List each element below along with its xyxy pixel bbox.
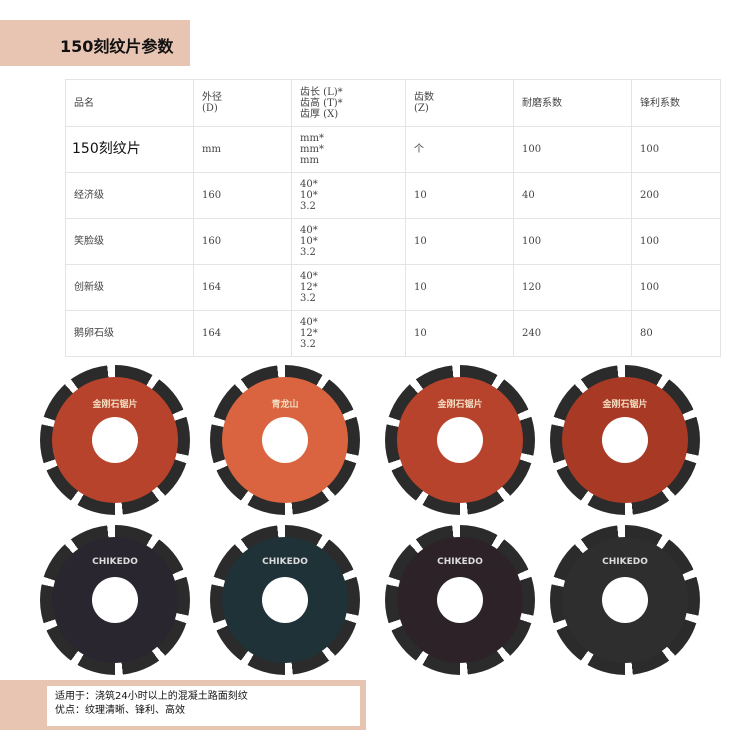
- table-cell: 240: [513, 310, 632, 357]
- saw-blade-image: CHIKEDO: [40, 525, 190, 675]
- table-cell: 40* 10* 3.2: [291, 218, 406, 265]
- table-cell: 100: [513, 126, 632, 173]
- table-cell: 160: [193, 218, 292, 265]
- table-header-row: 品名 外径 (D) 齿长 (L)* 齿高 (T)* 齿厚 (X) 齿数 (Z) 耐磨系数…: [65, 79, 721, 127]
- blade-label: CHIKEDO: [262, 557, 308, 567]
- table-cell: 40* 10* 3.2: [291, 172, 406, 219]
- saw-blade-image: CHIKEDO: [210, 525, 360, 675]
- blade-arbor-hole: [602, 577, 648, 623]
- footer-box: 适用于：浇筑24小时以上的混凝土路面刻纹 优点：纹理清晰、锋利、高效: [47, 686, 360, 726]
- table-cell: 40* 12* 3.2: [291, 264, 406, 311]
- table-cell: 160: [193, 172, 292, 219]
- usage-text: 适用于：浇筑24小时以上的混凝土路面刻纹: [55, 691, 248, 702]
- blade-label: CHIKEDO: [437, 557, 483, 567]
- header-cell: 齿长 (L)* 齿高 (T)* 齿厚 (X): [291, 79, 406, 127]
- header-cell: 锋利系数: [631, 79, 721, 127]
- table-cell: 120: [513, 264, 632, 311]
- table-cell: 10: [405, 172, 514, 219]
- saw-blade-image: 青龙山: [210, 365, 360, 515]
- table-row: 经济级 160 40* 10* 3.2 10 40 200: [65, 172, 721, 219]
- blade-label: 金刚石锯片: [437, 400, 483, 410]
- table-cell: 创新级: [65, 264, 194, 311]
- saw-blade-image: 金刚石锯片: [385, 365, 535, 515]
- table-cell: 40: [513, 172, 632, 219]
- table-cell: 10: [405, 264, 514, 311]
- blade-arbor-hole: [262, 577, 308, 623]
- saw-blade-image: 金刚石锯片: [40, 365, 190, 515]
- header-cell: 耐磨系数: [513, 79, 632, 127]
- table-cell: 10: [405, 218, 514, 265]
- blade-arbor-hole: [262, 417, 308, 463]
- table-cell: 经济级: [65, 172, 194, 219]
- blade-label: 青龙山: [271, 400, 299, 410]
- parameter-table: 品名 外径 (D) 齿长 (L)* 齿高 (T)* 齿厚 (X) 齿数 (Z) 耐磨系数…: [65, 79, 721, 357]
- table-cell: mm: [193, 126, 292, 173]
- header-cell: 品名: [65, 79, 194, 127]
- table-cell: 100: [631, 264, 721, 311]
- table-cell: 鹅卵石级: [65, 310, 194, 357]
- table-cell: 个: [405, 126, 514, 173]
- page-title: 150刻纹片参数: [60, 37, 174, 56]
- table-row: 笑脸级 160 40* 10* 3.2 10 100 100: [65, 218, 721, 265]
- table-row: 创新级 164 40* 12* 3.2 10 120 100: [65, 264, 721, 311]
- table-cell: mm* mm* mm: [291, 126, 406, 173]
- blade-arbor-hole: [92, 417, 138, 463]
- advantages-text: 优点：纹理清晰、锋利、高效: [55, 705, 185, 716]
- table-cell: 80: [631, 310, 721, 357]
- table-cell: 164: [193, 310, 292, 357]
- header-cell: 齿数 (Z): [405, 79, 514, 127]
- table-cell: 100: [513, 218, 632, 265]
- saw-blade-image: 金刚石锯片: [550, 365, 700, 515]
- blade-label: 金刚石锯片: [92, 400, 138, 410]
- table-cell: 200: [631, 172, 721, 219]
- blade-label: CHIKEDO: [602, 557, 648, 567]
- blade-arbor-hole: [92, 577, 138, 623]
- blade-arbor-hole: [437, 417, 483, 463]
- blade-arbor-hole: [437, 577, 483, 623]
- blade-label: CHIKEDO: [92, 557, 138, 567]
- table-cell: 笑脸级: [65, 218, 194, 265]
- saw-blade-image: CHIKEDO: [385, 525, 535, 675]
- table-row: 150刻纹片 mm mm* mm* mm 个 100 100: [65, 126, 721, 173]
- table-cell: 100: [631, 126, 721, 173]
- table-cell: 10: [405, 310, 514, 357]
- header-cell: 外径 (D): [193, 79, 292, 127]
- saw-blade-image: CHIKEDO: [550, 525, 700, 675]
- title-banner: 150刻纹片参数: [0, 20, 190, 66]
- table-cell: 164: [193, 264, 292, 311]
- footer-banner: 适用于：浇筑24小时以上的混凝土路面刻纹 优点：纹理清晰、锋利、高效: [0, 680, 366, 730]
- table-cell: 150刻纹片: [65, 126, 194, 173]
- table-cell: 40* 12* 3.2: [291, 310, 406, 357]
- blade-arbor-hole: [602, 417, 648, 463]
- table-cell: 100: [631, 218, 721, 265]
- table-row: 鹅卵石级 164 40* 12* 3.2 10 240 80: [65, 310, 721, 357]
- blade-label: 金刚石锯片: [602, 400, 648, 410]
